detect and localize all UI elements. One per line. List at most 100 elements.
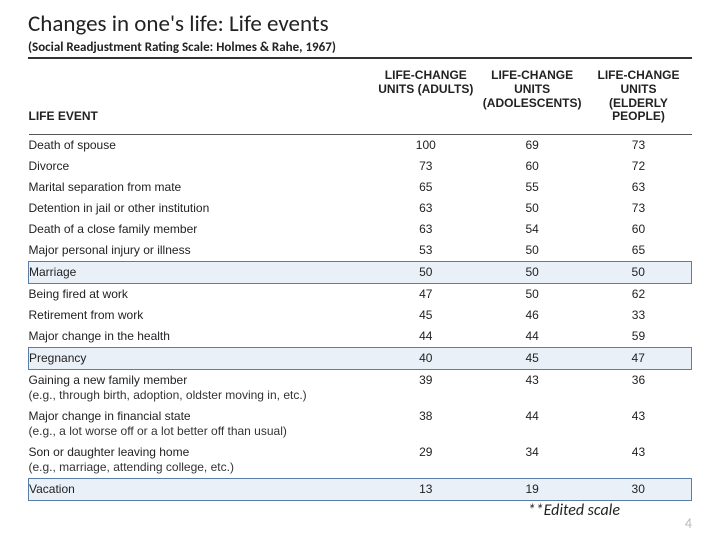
- cell-adults: 13: [373, 479, 479, 501]
- cell-adults: 45: [373, 305, 479, 326]
- cell-adults: 40: [373, 348, 479, 370]
- cell-event: Vacation: [29, 479, 373, 501]
- cell-adults: 63: [373, 219, 479, 240]
- cell-adults: 39: [373, 370, 479, 407]
- cell-elderly: 73: [585, 135, 691, 157]
- table-row: Son or daughter leaving home(e.g., marri…: [29, 442, 692, 479]
- event-label: Marital separation from mate: [29, 180, 182, 194]
- col-adolescents: LIFE-CHANGE UNITS (ADOLESCENTS): [479, 63, 586, 135]
- event-sublabel: (e.g., through birth, adoption, oldster …: [29, 388, 369, 403]
- cell-elderly: 65: [585, 240, 691, 262]
- cell-adults: 53: [373, 240, 479, 262]
- event-label: Divorce: [29, 159, 70, 173]
- cell-event: Major change in the health: [29, 326, 373, 348]
- cell-adults: 50: [373, 262, 479, 284]
- col-elderly: LIFE-CHANGE UNITS (ELDERLY PEOPLE): [585, 63, 691, 135]
- event-label: Retirement from work: [29, 308, 144, 322]
- event-label: Marriage: [29, 265, 76, 279]
- cell-adults: 38: [373, 406, 479, 442]
- table-row: Retirement from work 454633: [29, 305, 692, 326]
- table-row: Being fired at work 475062: [29, 284, 692, 306]
- cell-event: Marriage: [29, 262, 373, 284]
- cell-elderly: 30: [585, 479, 691, 501]
- event-label: Major personal injury or illness: [29, 243, 191, 257]
- table-row: Death of spouse 1006973: [29, 135, 692, 157]
- event-label: Vacation: [29, 482, 75, 496]
- table-row: Pregnancy 404547: [29, 348, 692, 370]
- cell-event: Marital separation from mate: [29, 177, 373, 198]
- cell-elderly: 43: [585, 406, 691, 442]
- cell-adults: 44: [373, 326, 479, 348]
- cell-elderly: 73: [585, 198, 691, 219]
- cell-adults: 29: [373, 442, 479, 479]
- cell-elderly: 36: [585, 370, 691, 407]
- event-label: Major change in financial state: [29, 409, 191, 423]
- col-life-event: LIFE EVENT: [29, 63, 373, 135]
- cell-adol: 19: [479, 479, 586, 501]
- cell-elderly: 72: [585, 156, 691, 177]
- event-label: Death of a close family member: [29, 222, 198, 236]
- cell-adol: 44: [479, 326, 586, 348]
- table-row: Marital separation from mate 655563: [29, 177, 692, 198]
- cell-adol: 50: [479, 284, 586, 306]
- srrs-table: LIFE EVENT LIFE-CHANGE UNITS (ADULTS) LI…: [28, 63, 692, 501]
- cell-event: Death of spouse: [29, 135, 373, 157]
- cell-adol: 46: [479, 305, 586, 326]
- cell-adults: 100: [373, 135, 479, 157]
- cell-event: Divorce: [29, 156, 373, 177]
- cell-adol: 34: [479, 442, 586, 479]
- cell-event: Death of a close family member: [29, 219, 373, 240]
- cell-elderly: 60: [585, 219, 691, 240]
- cell-event: Being fired at work: [29, 284, 373, 306]
- srrs-table-wrap: LIFE EVENT LIFE-CHANGE UNITS (ADULTS) LI…: [28, 63, 692, 501]
- cell-elderly: 33: [585, 305, 691, 326]
- event-sublabel: (e.g., marriage, attending college, etc.…: [29, 460, 369, 475]
- cell-adol: 50: [479, 240, 586, 262]
- col-adults: LIFE-CHANGE UNITS (ADULTS): [373, 63, 479, 135]
- cell-event: Gaining a new family member(e.g., throug…: [29, 370, 373, 407]
- cell-event: Major personal injury or illness: [29, 240, 373, 262]
- cell-event: Detention in jail or other institution: [29, 198, 373, 219]
- cell-adults: 47: [373, 284, 479, 306]
- event-sublabel: (e.g., a lot worse off or a lot better o…: [29, 424, 369, 439]
- cell-adol: 54: [479, 219, 586, 240]
- cell-adol: 44: [479, 406, 586, 442]
- cell-adol: 69: [479, 135, 586, 157]
- table-header-row: LIFE EVENT LIFE-CHANGE UNITS (ADULTS) LI…: [29, 63, 692, 135]
- table-row: Detention in jail or other institution 63…: [29, 198, 692, 219]
- table-row: Marriage505050: [29, 262, 692, 284]
- table-row: Death of a close family member 635460: [29, 219, 692, 240]
- cell-event: Retirement from work: [29, 305, 373, 326]
- table-row: Divorce736072: [29, 156, 692, 177]
- cell-adults: 73: [373, 156, 479, 177]
- cell-event: Pregnancy: [29, 348, 373, 370]
- cell-elderly: 63: [585, 177, 691, 198]
- event-label: Death of spouse: [29, 138, 116, 152]
- event-label: Pregnancy: [29, 351, 86, 365]
- event-label: Major change in the health: [29, 329, 170, 343]
- cell-elderly: 59: [585, 326, 691, 348]
- event-label: Son or daughter leaving home: [29, 445, 190, 459]
- slide-subtitle: (Social Readjustment Rating Scale: Holme…: [28, 40, 692, 59]
- cell-adol: 55: [479, 177, 586, 198]
- table-row: Major change in financial state(e.g., a …: [29, 406, 692, 442]
- event-label: Detention in jail or other institution: [29, 201, 210, 215]
- event-label: Being fired at work: [29, 287, 128, 301]
- cell-adol: 45: [479, 348, 586, 370]
- table-row: Vacation 131930: [29, 479, 692, 501]
- cell-adol: 50: [479, 198, 586, 219]
- cell-adults: 63: [373, 198, 479, 219]
- slide-title: Changes in one's life: Life events: [28, 10, 692, 38]
- cell-elderly: 50: [585, 262, 691, 284]
- footer-note: **Edited scale: [528, 501, 620, 520]
- page-number: 4: [685, 515, 692, 532]
- table-row: Major change in the health444459: [29, 326, 692, 348]
- cell-event: Major change in financial state(e.g., a …: [29, 406, 373, 442]
- cell-adults: 65: [373, 177, 479, 198]
- cell-adol: 43: [479, 370, 586, 407]
- table-row: Gaining a new family member(e.g., throug…: [29, 370, 692, 407]
- cell-elderly: 47: [585, 348, 691, 370]
- cell-event: Son or daughter leaving home(e.g., marri…: [29, 442, 373, 479]
- cell-elderly: 62: [585, 284, 691, 306]
- cell-adol: 50: [479, 262, 586, 284]
